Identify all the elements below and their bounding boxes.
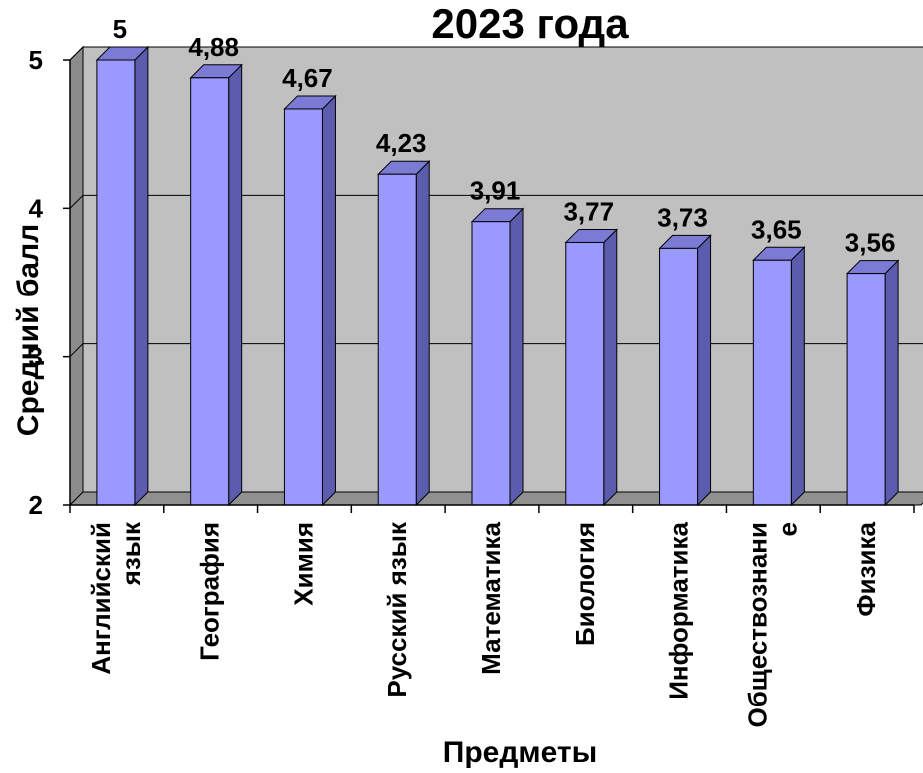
bar-2 [189, 63, 243, 507]
bar-5 [470, 207, 525, 507]
x-tick-label: е [772, 522, 802, 536]
data-label: 3,77 [563, 196, 614, 226]
bar-side [509, 207, 524, 507]
bar-side [697, 234, 712, 507]
gridline-5 [69, 46, 923, 61]
bar-side [603, 228, 618, 507]
gridlines [69, 46, 923, 358]
bar-8 [752, 246, 806, 507]
y-tick-label: 5 [29, 45, 43, 75]
data-label: 4,88 [188, 32, 239, 62]
bar-front [190, 77, 230, 506]
bar-front [96, 59, 136, 506]
x-axis: Английский язык География Химия Русский язык… [69, 504, 915, 728]
data-label: 5 [113, 14, 127, 44]
x-tick-label: Обществознани [742, 522, 772, 728]
x-tick-label: Химия [288, 522, 318, 606]
bar-side [134, 45, 149, 507]
bar-side [790, 246, 805, 507]
x-tick-label: Английский [86, 522, 116, 675]
x-tick-label: География [195, 522, 225, 661]
y-axis: 2 3 4 5 [29, 45, 71, 520]
bar-1 [95, 45, 150, 507]
x-axis-title: Предметы [443, 736, 597, 769]
data-label: 4,23 [376, 128, 427, 158]
bar-front [846, 273, 886, 506]
y-tick-label: 3 [29, 342, 43, 372]
y-axis-title: Средний балл [12, 224, 45, 436]
bar-4 [377, 160, 431, 507]
data-label: 3,73 [657, 202, 708, 232]
bar-7 [658, 234, 712, 507]
data-label: 3,56 [845, 228, 896, 258]
x-tick-label: Русский язык [382, 521, 412, 698]
data-label: 3,65 [751, 214, 802, 244]
gridline-3 [69, 343, 923, 358]
bar-6 [564, 228, 618, 507]
bar-front [565, 241, 605, 506]
x-tick-label: Физика [851, 521, 881, 616]
bar-9 [845, 259, 900, 507]
bar-side [228, 63, 243, 507]
x-tick-label: Биология [570, 522, 600, 646]
y-tick-label: 4 [29, 193, 44, 223]
bar-side [321, 94, 336, 507]
data-label: 4,67 [282, 63, 333, 93]
bar-front [283, 108, 323, 506]
gridline-4 [69, 194, 923, 209]
x-tick-label: Информатика [664, 521, 694, 699]
bar-3 [283, 94, 337, 507]
bar-side [884, 259, 899, 507]
x-tick-label: Математика [476, 521, 506, 674]
bar-front [377, 173, 417, 506]
bar-front [752, 259, 792, 506]
y-tick-label: 2 [29, 490, 43, 520]
bar-side [415, 160, 430, 507]
x-tick-label: язык [116, 521, 146, 586]
bars: 5 4,88 4,67 4,23 3,91 3,77 3,73 3,65 3,56 [95, 14, 900, 507]
data-label: 3,91 [470, 176, 521, 206]
plot-left-wall [69, 45, 84, 507]
chart-title: 2023 года [431, 0, 629, 47]
bar-front [659, 247, 699, 506]
bar-front [471, 221, 511, 506]
